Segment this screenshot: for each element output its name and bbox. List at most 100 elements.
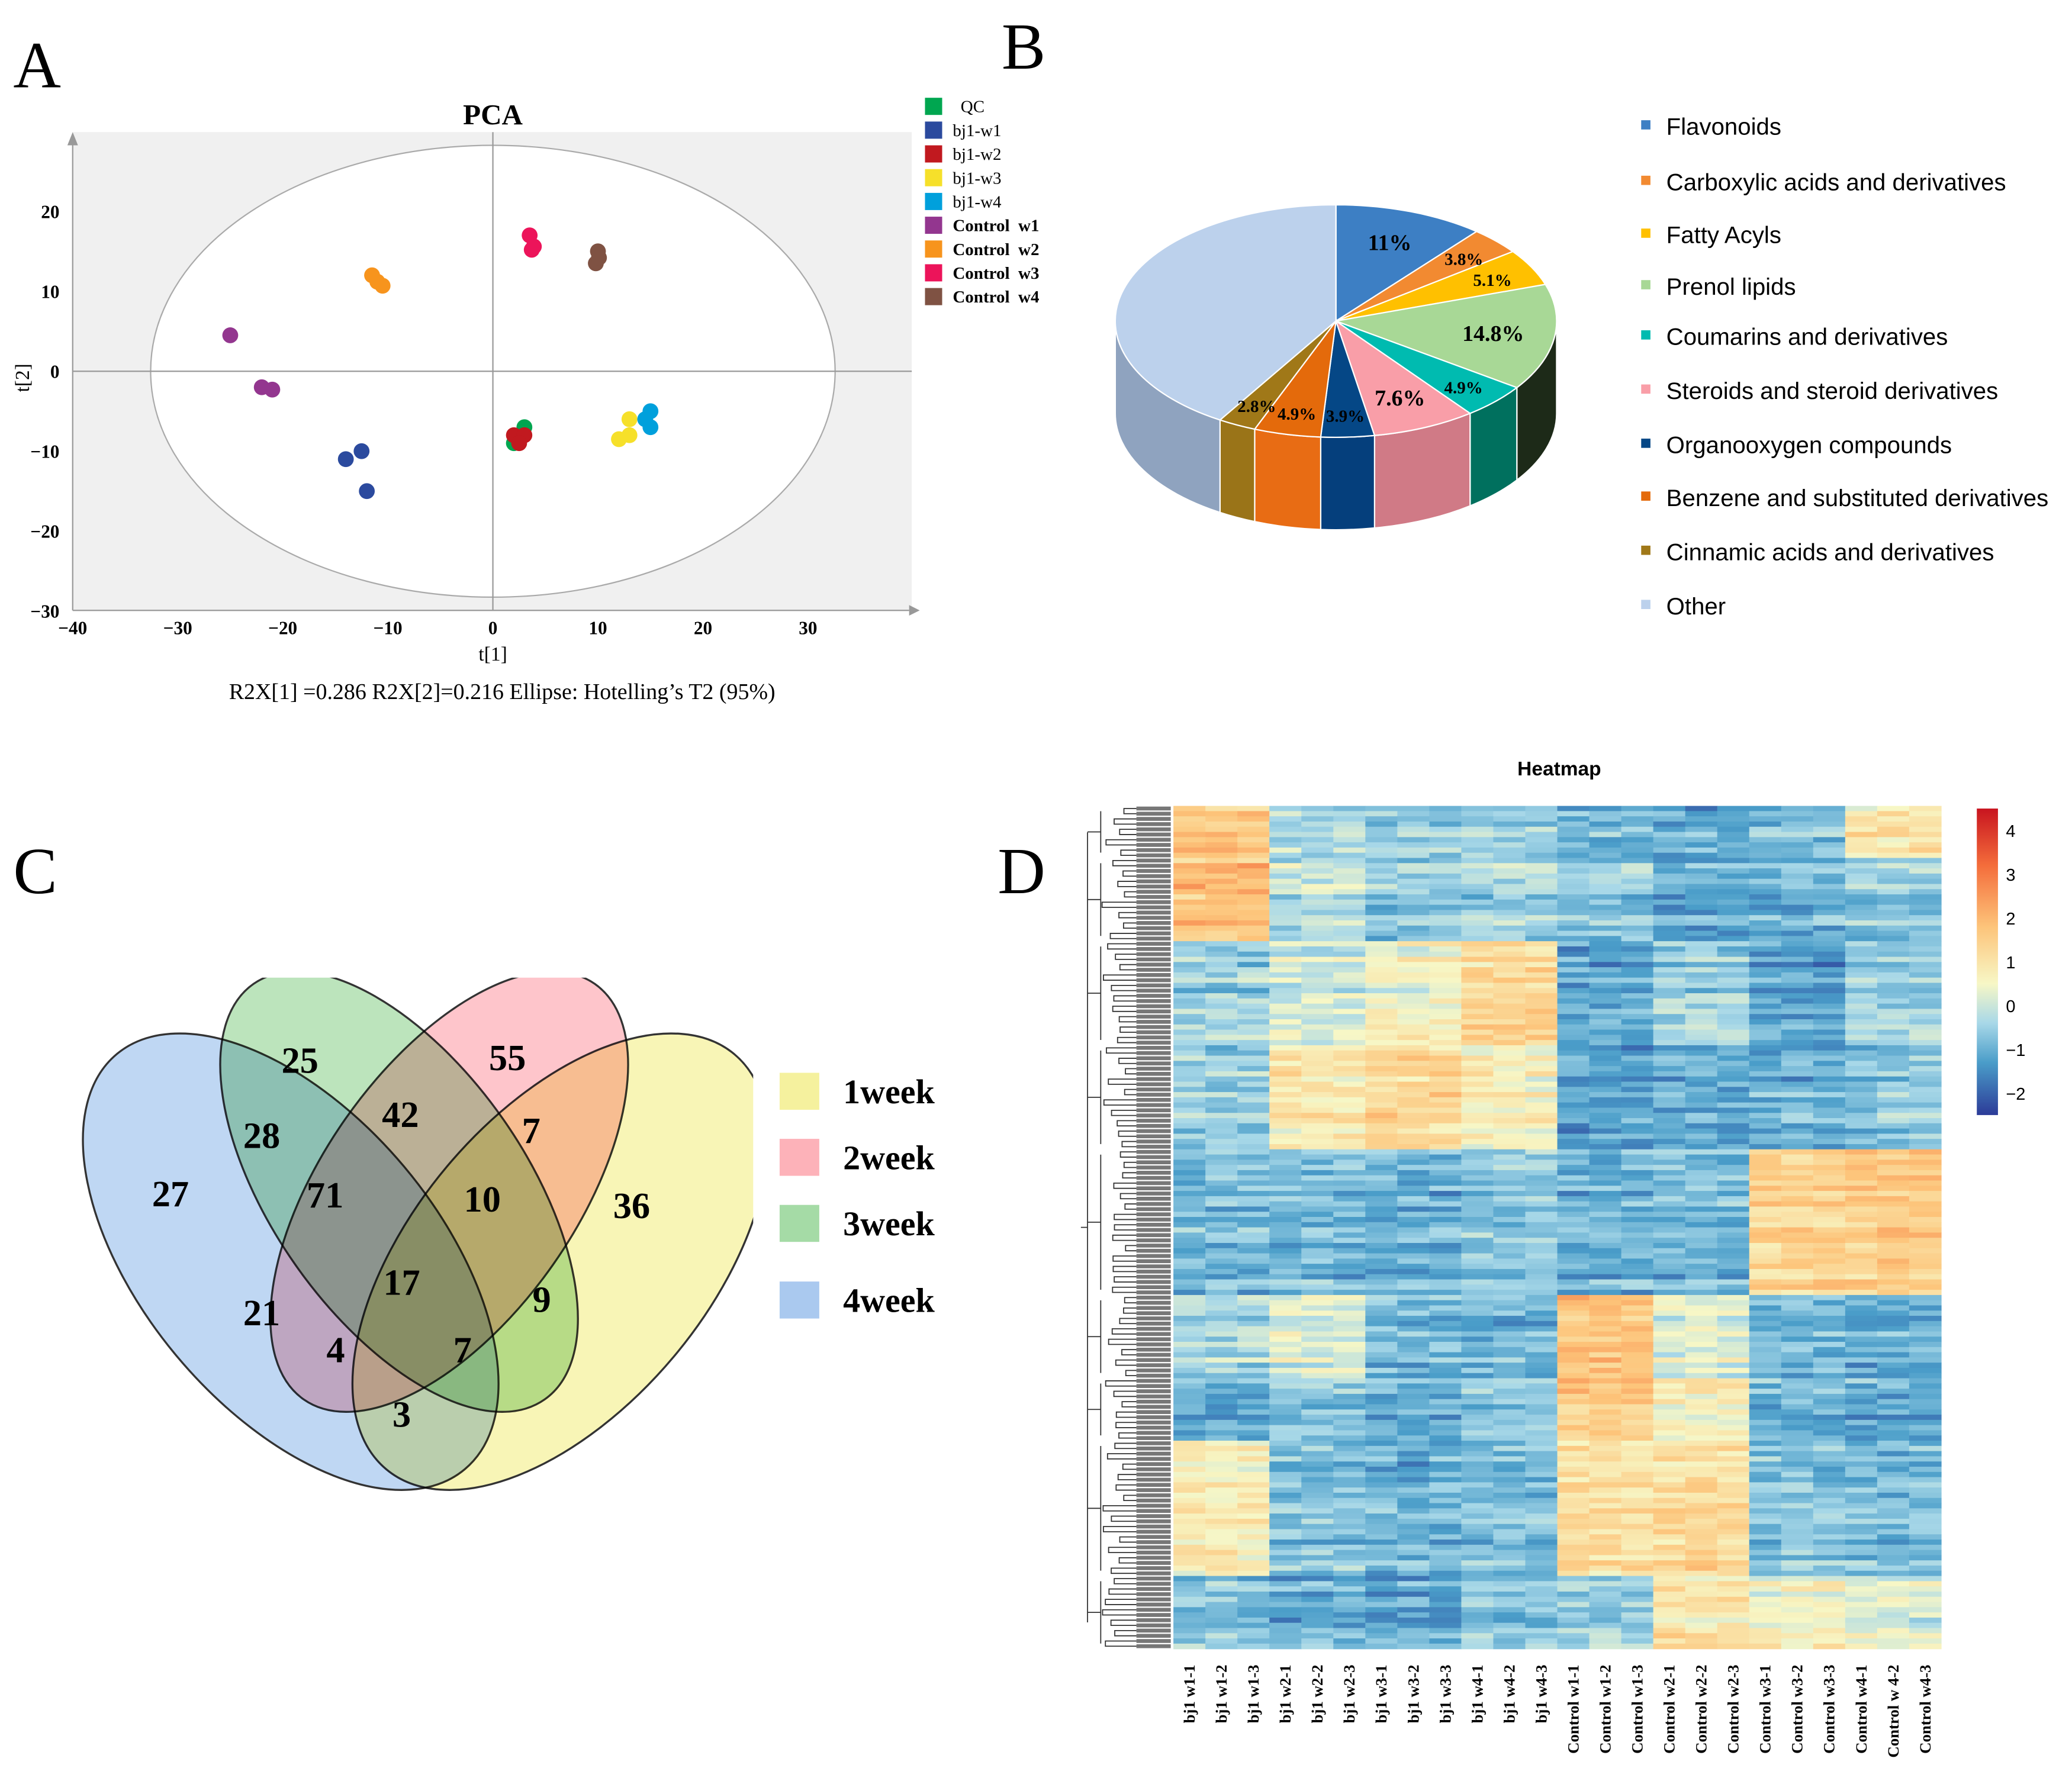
heatmap-cell bbox=[1781, 1009, 1814, 1015]
heatmap-cell bbox=[1429, 977, 1462, 984]
legend-swatch bbox=[779, 1139, 819, 1176]
heatmap-cell bbox=[1877, 806, 1910, 812]
heatmap-cell bbox=[1685, 1513, 1718, 1519]
heatmap-cell bbox=[1557, 1212, 1590, 1218]
heatmap-cell bbox=[1749, 1128, 1782, 1135]
heatmap-cell bbox=[1877, 1378, 1910, 1384]
heatmap-cell bbox=[1589, 1596, 1622, 1603]
heatmap-cell bbox=[1685, 1029, 1718, 1036]
heatmap-cell bbox=[1589, 1482, 1622, 1488]
heatmap-cell bbox=[1365, 832, 1398, 838]
heatmap-cell bbox=[1429, 1336, 1462, 1342]
heatmap-cell bbox=[1909, 1076, 1942, 1083]
row-label-stub bbox=[1136, 1067, 1171, 1071]
heatmap-cell bbox=[1333, 1024, 1366, 1030]
heatmap-cell bbox=[1717, 873, 1750, 880]
heatmap-cell bbox=[1173, 1560, 1206, 1566]
heatmap-cell bbox=[1749, 1471, 1782, 1478]
heatmap-cell bbox=[1557, 1373, 1590, 1379]
heatmap-cell bbox=[1749, 1305, 1782, 1311]
heatmap-cell bbox=[1493, 1404, 1526, 1410]
heatmap-cell bbox=[1301, 1009, 1334, 1015]
heatmap-cell bbox=[1813, 1477, 1846, 1483]
heatmap-cell bbox=[1557, 811, 1590, 817]
heatmap-cell bbox=[1269, 1149, 1302, 1155]
heatmap-cell bbox=[1205, 1118, 1238, 1124]
heatmap-cell bbox=[1845, 1513, 1878, 1519]
heatmap-cell bbox=[1685, 925, 1718, 932]
heatmap-cell bbox=[1269, 1113, 1302, 1119]
heatmap-cell bbox=[1717, 1305, 1750, 1311]
heatmap-cell bbox=[1749, 1586, 1782, 1592]
heatmap-cell bbox=[1365, 1602, 1398, 1608]
heatmap-cell bbox=[1621, 1279, 1654, 1285]
heatmap-cell bbox=[1909, 858, 1942, 864]
heatmap-cell bbox=[1205, 1544, 1238, 1551]
row-label-stub bbox=[1136, 1300, 1171, 1305]
heatmap-cell bbox=[1205, 1415, 1238, 1421]
heatmap-cell bbox=[1621, 1352, 1654, 1358]
heatmap-cell bbox=[1269, 1591, 1302, 1598]
heatmap-cell bbox=[1397, 1466, 1430, 1473]
heatmap-cell bbox=[1525, 1415, 1558, 1421]
legend-label: Steroids and steroid derivatives bbox=[1666, 378, 1999, 405]
heatmap-cell bbox=[1173, 1513, 1206, 1519]
heatmap-cell bbox=[1301, 1622, 1334, 1629]
heatmap-cell bbox=[1493, 1040, 1526, 1046]
heatmap-cell bbox=[1877, 1586, 1910, 1592]
heatmap-cell bbox=[1557, 1149, 1590, 1155]
heatmap-cell bbox=[1397, 1540, 1430, 1545]
heatmap-cell bbox=[1397, 983, 1430, 988]
heatmap-cell bbox=[1301, 1175, 1334, 1181]
heatmap-cell bbox=[1749, 1300, 1782, 1306]
heatmap-cell bbox=[1589, 1529, 1622, 1535]
heatmap-cell bbox=[1365, 1550, 1398, 1556]
heatmap-cell bbox=[1685, 1602, 1718, 1608]
heatmap-cell bbox=[1781, 941, 1814, 947]
heatmap-cell bbox=[1653, 1003, 1686, 1010]
heatmap-cell bbox=[1237, 1217, 1270, 1223]
heatmap-cell bbox=[1173, 1492, 1206, 1499]
heatmap-cell bbox=[1525, 1217, 1558, 1223]
heatmap-cell bbox=[1461, 1347, 1494, 1353]
heatmap-cell bbox=[1205, 1596, 1238, 1603]
heatmap-cell bbox=[1653, 972, 1686, 978]
row-label-stub bbox=[1136, 890, 1171, 894]
heatmap-cell bbox=[1557, 858, 1590, 864]
heatmap-cell bbox=[1557, 1242, 1590, 1249]
heatmap-cell bbox=[1621, 1409, 1654, 1415]
heatmap-cell bbox=[1173, 837, 1206, 843]
heatmap-cell bbox=[1525, 1487, 1558, 1493]
heatmap-cell bbox=[1429, 826, 1462, 833]
heatmap-cell bbox=[1461, 1071, 1494, 1077]
heatmap-cell bbox=[1813, 1612, 1846, 1618]
heatmap-cell bbox=[1493, 1175, 1526, 1181]
heatmap-cell bbox=[1365, 983, 1398, 988]
heatmap-cell bbox=[1749, 1061, 1782, 1067]
heatmap-cell bbox=[1461, 1503, 1494, 1509]
heatmap-cell bbox=[1813, 899, 1846, 906]
heatmap-cell bbox=[1621, 1477, 1654, 1483]
row-label-stub bbox=[1136, 1129, 1171, 1133]
heatmap-cell bbox=[1717, 1451, 1750, 1457]
heatmap-cell bbox=[1365, 1217, 1398, 1223]
heatmap-cell bbox=[1653, 1367, 1686, 1374]
heatmap-cell bbox=[1333, 1576, 1366, 1582]
heatmap-cell bbox=[1557, 904, 1590, 911]
heatmap-cell bbox=[1813, 951, 1846, 958]
heatmap-cell bbox=[1237, 1352, 1270, 1358]
heatmap-cell bbox=[1749, 1071, 1782, 1077]
heatmap-cell bbox=[1429, 1591, 1462, 1598]
heatmap-cell bbox=[1525, 1441, 1558, 1447]
heatmap-cell bbox=[1365, 1097, 1398, 1103]
heatmap-cell bbox=[1877, 1045, 1910, 1051]
heatmap-cell bbox=[1557, 1529, 1590, 1535]
heatmap-cell bbox=[1461, 1352, 1494, 1358]
heatmap-cell bbox=[1237, 1232, 1270, 1238]
heatmap-cell bbox=[1621, 1461, 1654, 1467]
heatmap-cell bbox=[1269, 1133, 1302, 1139]
heatmap-cell bbox=[1813, 1144, 1846, 1150]
heatmap-cell bbox=[1333, 816, 1366, 822]
heatmap-cell bbox=[1365, 1399, 1398, 1405]
heatmap-cell bbox=[1333, 1643, 1366, 1650]
